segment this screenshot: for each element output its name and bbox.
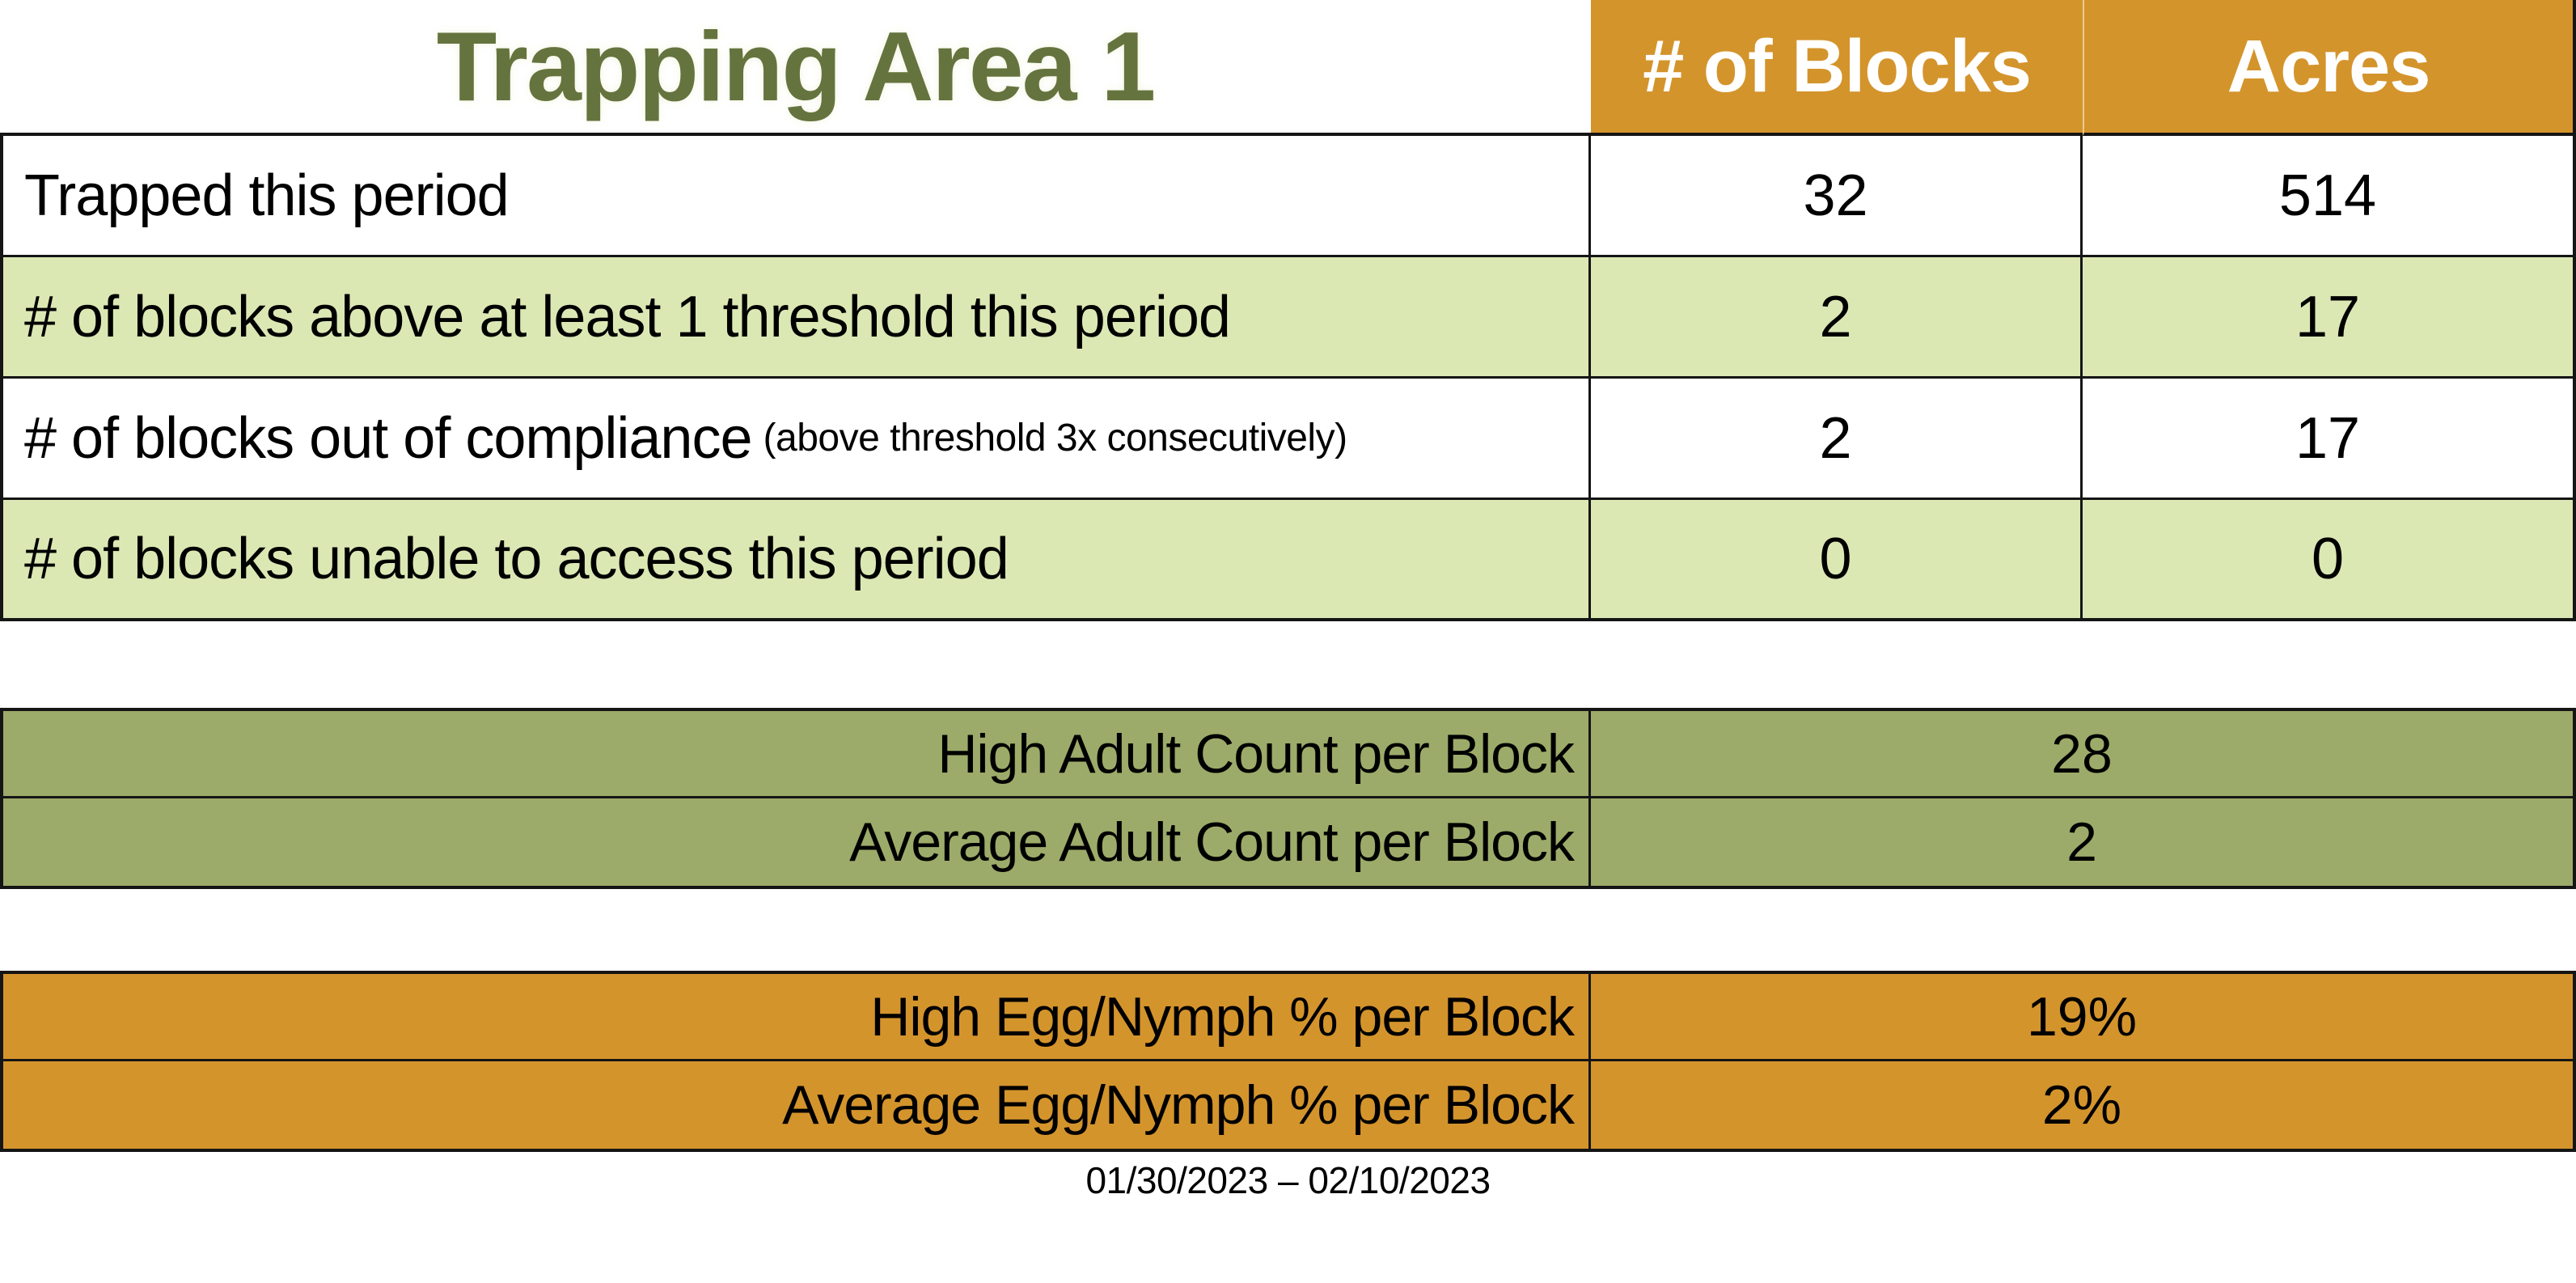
- row-label: # of blocks above at least 1 threshold t…: [24, 284, 1231, 349]
- average-adult-count-label: Average Adult Count per Block: [3, 798, 1591, 886]
- summary-row-label-above-threshold: # of blocks above at least 1 threshold t…: [0, 257, 1591, 379]
- row-label: Trapped this period: [24, 163, 510, 228]
- row-label-note: (above threshold 3x consecutively): [763, 417, 1348, 459]
- egg-nymph-table: High Egg/Nymph % per Block 19% Average E…: [0, 971, 2576, 1152]
- summary-row-above-threshold-blocks-value: 2: [1591, 257, 2083, 379]
- summary-table: Trapping Area 1 # of Blocks Acres Trappe…: [0, 0, 2576, 621]
- summary-row-trapped-blocks-value: 32: [1591, 136, 2083, 257]
- date-range: 01/30/2023 – 02/10/2023: [1085, 1159, 1491, 1201]
- summary-row-unable-to-access-acres-value: 0: [2083, 500, 2576, 621]
- summary-row-unable-to-access-blocks-value: 0: [1591, 500, 2083, 621]
- summary-row-label-out-of-compliance: # of blocks out of compliance (above thr…: [0, 379, 1591, 500]
- column-header-acres-label: Acres: [2227, 24, 2431, 108]
- title-cell: Trapping Area 1: [0, 0, 1591, 136]
- average-adult-count-value: 2: [2066, 811, 2097, 873]
- row-label: # of blocks out of compliance: [24, 405, 753, 471]
- high-adult-count-value: 28: [1591, 711, 2573, 798]
- page-title: Trapping Area 1: [436, 11, 1157, 121]
- summary-row-out-of-compliance-acres-value: 17: [2083, 379, 2576, 500]
- column-header-acres: Acres: [2083, 0, 2576, 136]
- row-label: # of blocks unable to access this period: [24, 527, 1009, 591]
- column-header-blocks: # of Blocks: [1591, 0, 2083, 136]
- high-egg-nymph-value: 19%: [1591, 974, 2573, 1061]
- adult-count-table: High Adult Count per Block 28 Average Ad…: [0, 708, 2576, 889]
- average-egg-nymph-value: 2%: [2041, 1074, 2122, 1136]
- average-egg-nymph-label: Average Egg/Nymph % per Block: [3, 1061, 1591, 1149]
- column-header-blocks-label: # of Blocks: [1643, 24, 2032, 108]
- summary-row-label-unable-to-access: # of blocks unable to access this period: [0, 500, 1591, 621]
- summary-row-out-of-compliance-blocks-value: 2: [1591, 379, 2083, 500]
- high-egg-nymph-label: High Egg/Nymph % per Block: [3, 974, 1591, 1061]
- summary-row-trapped-acres-value: 514: [2083, 136, 2576, 257]
- high-adult-count-label: High Adult Count per Block: [3, 711, 1591, 798]
- summary-row-label-trapped: Trapped this period: [0, 136, 1591, 257]
- summary-row-above-threshold-acres-value: 17: [2083, 257, 2576, 379]
